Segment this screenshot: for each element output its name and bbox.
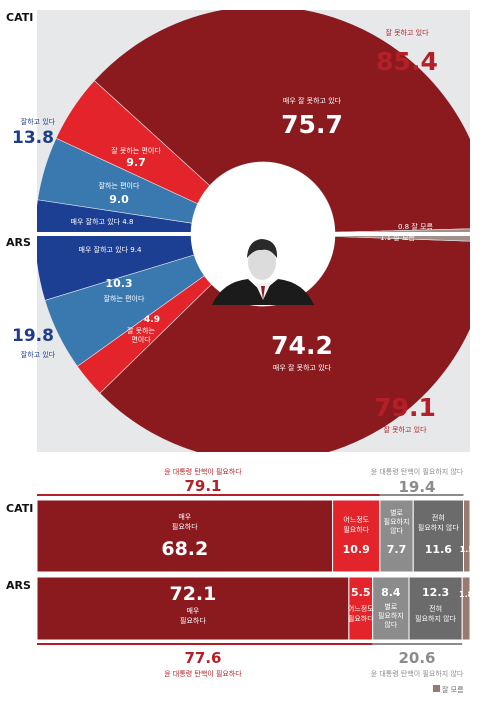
ars-total-needed-bracket (37, 643, 373, 645)
ars-not-really-label: 별로 (384, 602, 397, 611)
ars-very-bad-label: 매우 잘 못하고 있다 (273, 363, 332, 372)
bar-label-ars: ARS (6, 579, 31, 592)
ars-very-needed-label: 필요하다 (180, 616, 206, 625)
cati-very-bad-label: 매우 잘 못하고 있다 (283, 96, 342, 105)
cati-very-needed-value: 68.2 (161, 538, 208, 560)
cati-bar-not-at-all (412, 499, 464, 573)
ars-bar-not-at-all (408, 576, 463, 641)
ars-not-at-all-label: 전혀 (429, 604, 442, 613)
cati-very-good-label: 매우 잘하고 있다 4.8 (71, 217, 134, 226)
ars-somewhat-bad-label: 잘 못하는 (127, 326, 156, 335)
ars-somewhat-bad-value: 4.9 (144, 315, 160, 325)
cati-total-needed-value: 79.1 (184, 477, 221, 495)
ars-total-bad-value: 79.1 (374, 393, 436, 422)
ars-somewhat-needed-value: 5.5 (351, 586, 371, 599)
cati-somewhat-good-value: 9.0 (109, 193, 129, 206)
donut-center (191, 162, 335, 306)
cati-total-good-value: 13.8 (12, 128, 54, 148)
legend-dont-know-swatch (433, 685, 440, 692)
cati-dont-know-label: 0.8 잘 모름 (398, 223, 433, 231)
cati-total-good-label: 잘하고 있다 (21, 117, 56, 126)
cati-very-needed-label: 필요하다 (172, 522, 198, 531)
ars-total-good-value: 19.8 (12, 326, 54, 346)
ars-total-not-needed-bracket (372, 643, 463, 645)
cati-somewhat-needed-value: 10.9 (343, 543, 370, 556)
ars-somewhat-good-label: 잘하는 편이다 (104, 294, 145, 303)
ars-total-good-label: 잘하고 있다 (21, 350, 56, 359)
ars-very-bad-value: 74.2 (271, 331, 333, 360)
cati-not-really-label: 별로 (390, 508, 403, 517)
cati-not-at-all-label: 전혀 (432, 513, 445, 522)
ars-bar-very-needed (36, 576, 350, 641)
group-label-ars: ARS (6, 236, 31, 249)
cati-bar-not-really (379, 499, 414, 573)
cati-bar-dont-know (462, 499, 471, 573)
ars-total-needed-value: 77.6 (184, 649, 221, 667)
cati-not-really-value: 7.7 (387, 543, 407, 556)
cati-not-really-label: 않다 (390, 526, 403, 535)
ars-bar-not-really (372, 576, 410, 641)
cati-total-bad-value: 85.4 (376, 47, 438, 76)
bar-label-cati: CATI (6, 502, 33, 515)
ars-somewhat-needed-label: 어느정도 (348, 604, 374, 613)
cati-total-needed-bracket (37, 494, 380, 496)
ars-bar-dont-know (461, 576, 471, 641)
legend-dont-know-label: 잘 모름 (442, 686, 464, 694)
portrait-hair (247, 239, 278, 258)
ars-total-bad-label: 잘 못하고 있다 (383, 425, 427, 434)
cati-somewhat-needed-label: 어느정도 (343, 515, 369, 524)
group-label-cati: CATI (6, 11, 33, 24)
cati-somewhat-bad-value: 9.7 (126, 156, 146, 169)
ars-total-not-needed-value: 20.6 (398, 649, 435, 667)
ars-somewhat-needed-label: 필요하다 (348, 614, 374, 623)
cati-not-at-all-value: 11.6 (425, 543, 452, 556)
cati-not-at-all-label: 필요하지 않다 (418, 523, 459, 532)
cati-not-really-label: 필요하지 (384, 517, 410, 526)
ars-total-not-needed-label: 윤 대통령 탄핵이 필요하지 않다 (371, 669, 464, 678)
ars-not-at-all-label: 필요하지 않다 (415, 614, 456, 623)
cati-somewhat-good-label: 잘하는 편이다 (99, 181, 140, 190)
ars-very-needed-value: 72.1 (169, 583, 216, 605)
cati-total-not-needed-value: 19.4 (398, 478, 435, 496)
ars-not-really-value: 8.4 (381, 586, 401, 599)
cati-bar-somewhat-needed (332, 499, 381, 573)
cati-somewhat-bad-label: 잘 못하는 편이다 (111, 146, 161, 155)
ars-somewhat-bad-label: 편이다 (131, 335, 151, 344)
cati-bar-very-needed (36, 499, 334, 573)
portrait-tie (261, 286, 265, 300)
ars-dont-know-value: 1.8 (459, 590, 474, 599)
portrait-face (248, 244, 276, 280)
cati-total-not-needed-bracket (379, 494, 464, 496)
cati-total-bad-label: 잘 못하고 있다 (385, 28, 429, 37)
ars-total-needed-label: 윤 대통령 탄핵이 필요하다 (164, 669, 242, 678)
ars-very-needed-label: 매우 (186, 607, 199, 615)
cati-very-bad-value: 75.7 (281, 110, 343, 139)
ars-dont-know-label: 1.1 잘 모름 (380, 234, 415, 242)
cati-dont-know-value: 1.5 (460, 545, 475, 554)
ars-not-at-all-value: 12.3 (422, 586, 449, 599)
ars-very-good-label: 매우 잘하고 있다 9.4 (79, 245, 142, 254)
cati-total-needed-label: 윤 대통령 탄핵이 필요하다 (164, 467, 242, 476)
portrait-photo (212, 239, 314, 305)
ars-somewhat-good-value: 10.3 (105, 277, 132, 290)
cati-total-not-needed-label: 윤 대통령 탄핵이 필요하지 않다 (371, 467, 464, 476)
ars-not-really-label: 않다 (384, 620, 397, 629)
cati-somewhat-needed-label: 필요하다 (343, 525, 369, 534)
ars-not-really-label: 필요하지 (378, 611, 404, 620)
cati-very-needed-label: 매우 (178, 513, 191, 521)
